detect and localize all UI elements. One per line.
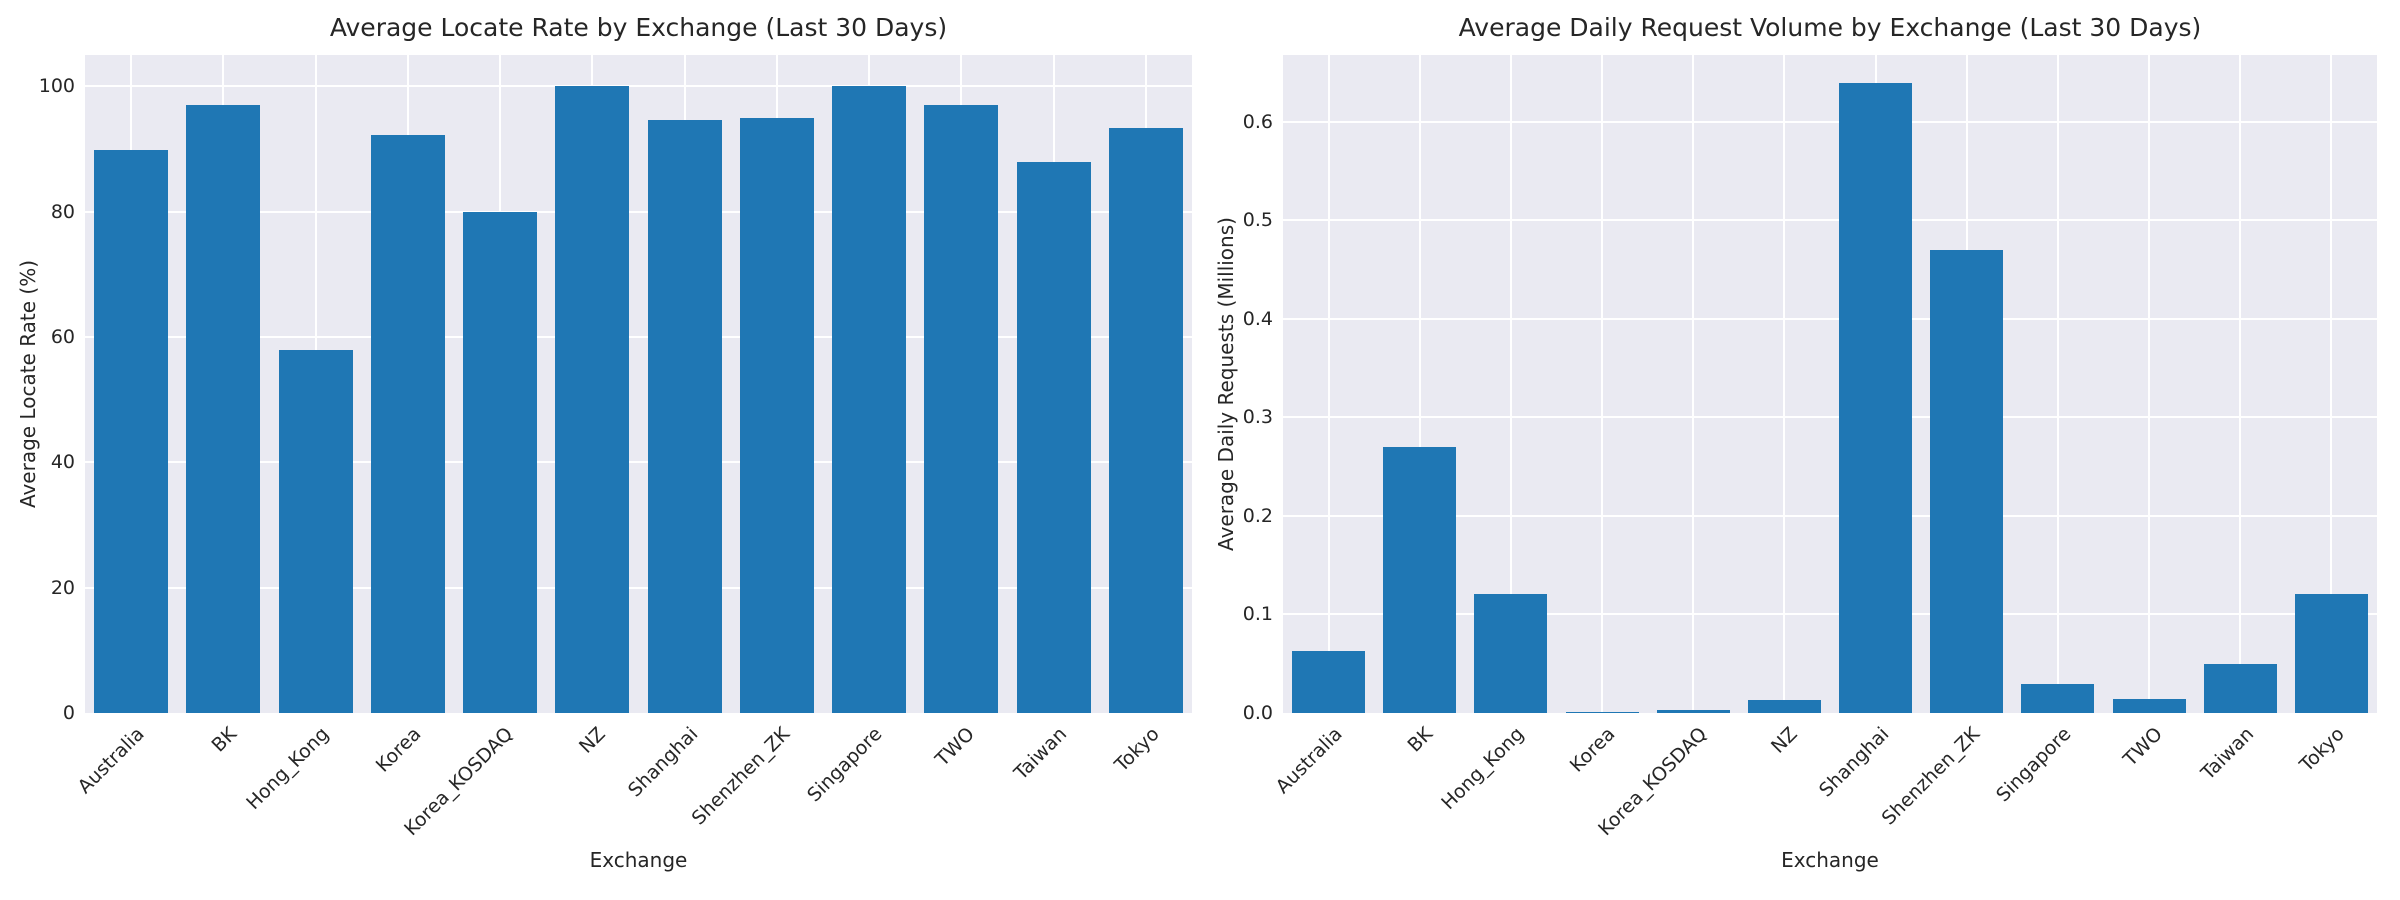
x-tick-label: BK [1403,723,1438,757]
y-tick-label: 0.0 [1242,702,1273,724]
y-tick-label: 60 [50,326,75,348]
y-tick-label: 0.5 [1242,209,1273,232]
y-gridline [85,461,1192,464]
right-chart-title: Average Daily Request Volume by Exchange… [1458,13,2202,42]
x-tick-label: Tokyo [1110,723,1164,777]
x-tick-label: Hong_Kong [242,723,334,815]
x-gridline [1692,55,1695,713]
x-gridline [2239,55,2242,713]
y-gridline [85,336,1192,338]
bar-nz [555,86,630,713]
bar-bk [186,104,261,713]
bar-korea_kosdaq [1656,710,1730,713]
right-chart-x-axis-label: Exchange [1781,848,1879,872]
bar-tokyo [2294,593,2368,713]
y-tick-label: 0 [62,702,75,724]
y-gridline [85,85,1192,88]
x-gridline [1783,55,1786,713]
x-gridline [1509,55,1512,713]
bar-taiwan [1016,162,1091,713]
bar-two [924,104,999,713]
x-gridline [1327,55,1330,713]
x-tick-label: Hong_Kong [1437,723,1529,815]
x-tick-label: Korea [371,723,426,777]
left-chart-x-axis-label: Exchange [589,848,688,872]
x-tick-label: Taiwan [2196,723,2258,785]
x-tick-label: Tokyo [2295,723,2349,777]
right-chart-y-axis-label-text: Average Daily Requests (Millions) [1214,217,1238,551]
x-tick-label: Shenzhen_ZK [687,723,795,830]
y-tick-label: 40 [50,451,75,474]
y-gridline [1283,219,2377,222]
x-tick-label: BK [207,723,241,757]
x-tick-label: Shenzhen_ZK [1877,723,1985,830]
x-tick-label: Australia [1271,723,1347,798]
x-gridline [2148,55,2151,713]
y-tick-label: 0.1 [1242,603,1273,626]
bar-tokyo [1108,128,1183,713]
x-tick-label: Taiwan [1009,723,1072,785]
y-tick-label: 0.2 [1242,504,1273,527]
x-gridline [2330,55,2333,713]
bar-korea_kosdaq [463,211,538,713]
y-tick-label: 20 [50,576,75,599]
y-tick-label: 100 [38,75,75,98]
x-tick-label: NZ [575,723,610,758]
bar-two [2112,699,2186,713]
y-gridline [85,210,1192,213]
x-tick-label: NZ [1767,723,1802,758]
x-gridline [2056,55,2059,713]
y-gridline [1283,514,2377,517]
y-tick-label: 80 [50,200,75,223]
x-tick-label: TWO [931,723,979,771]
x-tick-label: Singapore [803,723,887,807]
y-gridline [85,586,1192,589]
x-tick-label: Singapore [1992,723,2076,807]
y-tick-label: 0.6 [1242,110,1273,133]
left-chart-y-axis-label-text: Average Locate Rate (%) [16,259,40,509]
bar-nz [1747,700,1821,713]
bar-korea [1565,712,1639,713]
bar-shanghai [1839,82,1913,713]
left-chart-title: Average Locate Rate by Exchange (Last 30… [329,13,948,42]
x-tick-label: Shanghai [1814,723,1894,802]
bar-hong_kong [278,349,353,713]
bar-australia [94,150,169,713]
x-gridline [1418,55,1421,713]
bar-shanghai [647,120,722,713]
y-tick-label: 0.4 [1242,307,1273,330]
bar-shenzhen_zk [1930,250,2004,713]
x-gridline [1601,55,1604,713]
bar-hong_kong [1474,593,1548,713]
y-tick-label: 0.3 [1242,406,1273,429]
bar-korea [370,134,445,713]
right-chart-plot-area: 0.0 0.1 0.2 0.3 0.4 0.5 0.6 Australia BK Hong_Kon… [1243,55,2377,840]
bar-singapore [2021,684,2095,713]
x-tick-label: Shanghai [623,723,703,802]
x-tick-label: Korea [1565,723,1620,777]
left-chart-plot-area: 0 20 40 60 80 100 Australia BK Hong_Kong Korea Kor… [39,55,1192,840]
bar-australia [1292,650,1366,713]
bar-bk [1383,447,1457,713]
x-tick-label: TWO [2119,723,2167,771]
bar-singapore [832,86,907,713]
y-gridline [1283,120,2377,123]
x-tick-label: Australia [73,723,149,798]
y-gridline [1283,613,2377,616]
bar-taiwan [2203,663,2277,713]
bar-shenzhen_zk [739,118,814,713]
y-gridline [1283,416,2377,419]
y-gridline [1283,317,2377,320]
